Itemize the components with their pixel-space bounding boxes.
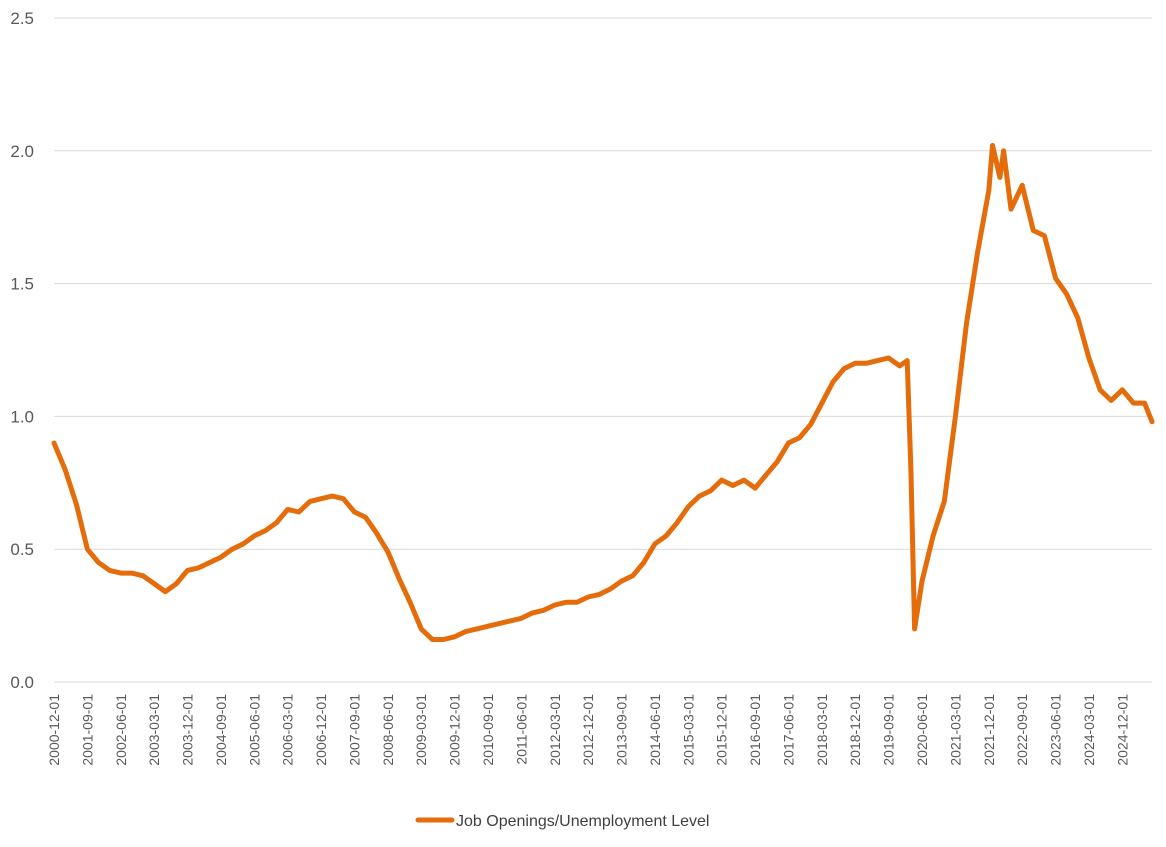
x-tick-label: 2003-12-01	[180, 694, 196, 766]
legend: Job Openings/Unemployment Level	[415, 813, 709, 830]
x-tick-label: 2002-06-01	[113, 694, 129, 766]
y-tick-label: 2.0	[10, 142, 34, 161]
x-tick-label: 2018-03-01	[814, 694, 830, 766]
x-tick-label: 2009-03-01	[413, 694, 429, 766]
x-tick-label: 2022-09-01	[1014, 694, 1030, 766]
y-tick-label: 1.0	[10, 407, 34, 426]
x-tick-label: 2009-12-01	[447, 694, 463, 766]
x-tick-label: 2015-12-01	[714, 694, 730, 766]
x-tick-label: 2015-03-01	[680, 694, 696, 766]
y-tick-label: 0.0	[10, 673, 34, 692]
x-tick-label: 2021-03-01	[947, 694, 963, 766]
x-tick-label: 2006-12-01	[313, 694, 329, 766]
series-line	[51, 143, 1155, 642]
legend-label: Job Openings/Unemployment Level	[456, 813, 709, 830]
y-axis-ticks: 0.0 0.5 1.0 1.5 2.0 2.5	[10, 9, 34, 692]
y-tick-label: 0.5	[10, 540, 34, 559]
x-tick-label: 2016-09-01	[747, 694, 763, 766]
x-tick-label: 2018-12-01	[847, 694, 863, 766]
x-tick-label: 2007-09-01	[346, 694, 362, 766]
x-tick-label: 2004-09-01	[213, 694, 229, 766]
x-tick-label: 2014-06-01	[647, 694, 663, 766]
x-tick-label: 2021-12-01	[981, 694, 997, 766]
x-tick-label: 2001-09-01	[79, 694, 95, 766]
x-tick-label: 2012-03-01	[547, 694, 563, 766]
x-tick-label: 2020-06-01	[914, 694, 930, 766]
x-tick-label: 2017-06-01	[780, 694, 796, 766]
x-tick-label: 2003-03-01	[146, 694, 162, 766]
x-tick-label: 2024-03-01	[1081, 694, 1097, 766]
y-tick-label: 1.5	[10, 275, 34, 294]
x-tick-label: 2013-09-01	[614, 694, 630, 766]
x-tick-label: 2012-12-01	[580, 694, 596, 766]
x-tick-label: 2023-06-01	[1048, 694, 1064, 766]
x-tick-label: 2008-06-01	[380, 694, 396, 766]
x-tick-label: 2024-12-01	[1114, 694, 1130, 766]
x-tick-label: 2006-03-01	[280, 694, 296, 766]
gridlines	[54, 17, 1152, 683]
x-tick-label: 2019-09-01	[881, 694, 897, 766]
x-tick-label: 2005-06-01	[246, 694, 262, 766]
x-tick-label: 2000-12-01	[46, 694, 62, 766]
y-tick-label: 2.5	[10, 9, 34, 28]
x-tick-label: 2010-09-01	[480, 694, 496, 766]
x-tick-label: 2011-06-01	[513, 694, 529, 765]
series-lines	[51, 143, 1155, 642]
x-axis-ticks: 2000-12-01 2001-09-01 2002-06-01 2003-03-01…	[46, 694, 1130, 766]
